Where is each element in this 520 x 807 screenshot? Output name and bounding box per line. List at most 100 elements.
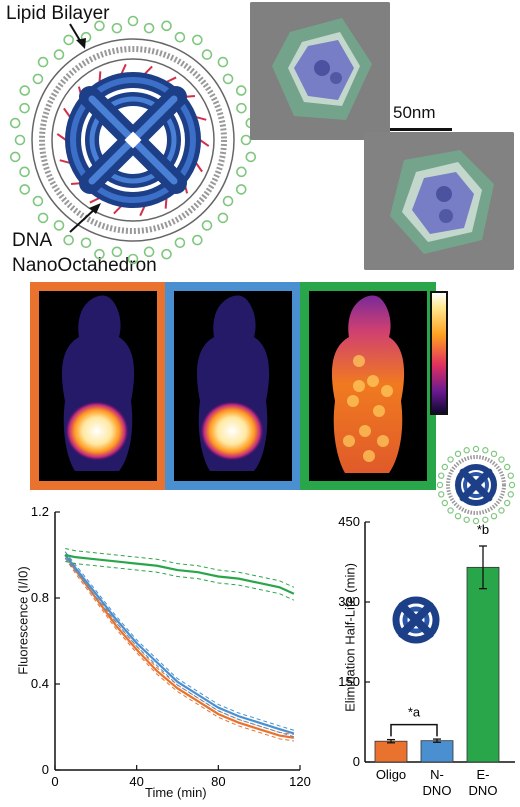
lipid-particle bbox=[222, 73, 234, 85]
hot-spot bbox=[347, 395, 359, 407]
y-tick-label: 450 bbox=[338, 514, 360, 529]
lipid-particle bbox=[19, 166, 30, 178]
lipid-particle bbox=[201, 49, 213, 60]
mini-particle bbox=[498, 456, 505, 463]
category-label: E- bbox=[477, 767, 490, 782]
lipid-particle bbox=[217, 56, 229, 68]
mini-particle bbox=[438, 491, 445, 498]
mini-particle bbox=[454, 512, 462, 520]
mouse-panel-oligo bbox=[30, 282, 166, 490]
dna-strand bbox=[89, 197, 100, 204]
lipid-particle bbox=[217, 212, 229, 224]
lipid-particle bbox=[192, 34, 203, 46]
mini-particle bbox=[447, 507, 454, 514]
scale-bar-label: 50nm bbox=[393, 103, 436, 122]
dna-strand bbox=[195, 116, 207, 121]
mini-particle bbox=[441, 463, 449, 471]
scale-bar bbox=[390, 128, 452, 131]
lipid-particle bbox=[222, 195, 234, 207]
mini-particle bbox=[436, 481, 444, 489]
series-error-upper bbox=[64, 551, 295, 731]
lipid-particle bbox=[143, 22, 155, 34]
lipid-particle bbox=[80, 237, 92, 249]
lipid-particle bbox=[235, 184, 247, 195]
mouse-panel-e-dno bbox=[300, 282, 436, 490]
lipid-particle bbox=[9, 117, 21, 129]
annotation-b: *b bbox=[477, 522, 489, 537]
hot-spot bbox=[381, 385, 393, 397]
mini-particle bbox=[507, 472, 514, 479]
lipid-particle bbox=[245, 151, 257, 163]
annotation-a: *a bbox=[408, 705, 421, 720]
octahedron-icon bbox=[392, 596, 440, 644]
significance-bracket bbox=[390, 723, 438, 737]
dna-label: DNA bbox=[12, 230, 53, 251]
hot-spot bbox=[363, 450, 375, 462]
category-label: Oligo bbox=[376, 767, 406, 782]
lipid-particle bbox=[111, 246, 123, 258]
hot-spot bbox=[359, 425, 371, 437]
y-tick-label: 1.2 bbox=[31, 504, 49, 519]
lipid-particle bbox=[63, 34, 74, 46]
lipid-particle bbox=[19, 184, 31, 195]
y-tick-label: 0 bbox=[353, 754, 360, 769]
lipid-particle bbox=[19, 85, 31, 96]
color-scale-bar bbox=[430, 291, 448, 415]
dna-strands bbox=[56, 63, 210, 217]
mini-particle bbox=[463, 447, 470, 454]
mini-particle bbox=[490, 450, 498, 458]
lipid-particle bbox=[94, 20, 105, 32]
x-tick-label: 0 bbox=[51, 774, 58, 789]
dna-strand bbox=[56, 133, 67, 141]
lipid-particle bbox=[236, 102, 247, 114]
bar bbox=[466, 566, 500, 763]
mini-particle bbox=[482, 447, 489, 454]
line-chart-ylabel: Fluorescence (I/I0) bbox=[15, 566, 31, 675]
mini-particle bbox=[454, 450, 462, 458]
dna-strand bbox=[195, 162, 203, 173]
mini-particle bbox=[463, 516, 470, 523]
lipid-particle bbox=[9, 151, 21, 163]
lipid-particle bbox=[53, 49, 65, 60]
mini-particle bbox=[482, 516, 489, 523]
hot-spot bbox=[353, 380, 365, 392]
mouse-panel-n-dno bbox=[165, 282, 301, 490]
dna-strand bbox=[139, 205, 146, 217]
mini-particle bbox=[507, 491, 514, 498]
y-tick-label: 0 bbox=[42, 762, 49, 777]
fluorescence-line-chart: 0 0.4 0.8 1.2 0 40 80 120 bbox=[31, 504, 311, 789]
x-tick-label: 40 bbox=[129, 774, 143, 789]
lipid-particle bbox=[94, 248, 105, 260]
line-chart-xlabel: Time (min) bbox=[145, 785, 207, 800]
lipid-particle bbox=[53, 220, 65, 231]
dna-strand bbox=[143, 65, 153, 75]
tem-micrograph-1 bbox=[250, 2, 390, 140]
dna-strand bbox=[98, 71, 102, 83]
x-tick-label: 120 bbox=[289, 774, 311, 789]
lipid-particle bbox=[80, 31, 92, 43]
series-error-lower bbox=[64, 557, 294, 742]
bar-chart-ylabel: Elimination Half-Life (min) bbox=[342, 563, 358, 712]
dna-strand bbox=[199, 139, 210, 147]
mini-particle bbox=[490, 512, 498, 520]
series-error-lower bbox=[65, 560, 295, 601]
mini-particle bbox=[472, 445, 480, 453]
series-error-lower bbox=[64, 557, 295, 738]
y-tick-label: 0.8 bbox=[31, 590, 49, 605]
lipid-particle bbox=[127, 15, 139, 27]
hot-spot bbox=[373, 405, 385, 417]
mini-particle bbox=[508, 481, 516, 489]
series-line bbox=[64, 554, 295, 735]
mini-particle bbox=[503, 463, 511, 471]
category-label: N- bbox=[430, 767, 444, 782]
x-tick-label: 80 bbox=[211, 774, 225, 789]
category-label: DNO bbox=[423, 783, 452, 798]
series-error-upper bbox=[65, 548, 295, 588]
hot-spot bbox=[377, 435, 389, 447]
lipid-particle bbox=[201, 220, 213, 231]
lipid-particle bbox=[14, 134, 26, 146]
mini-particle bbox=[498, 507, 505, 514]
lipid-bilayer-label: Lipid Bilayer bbox=[6, 3, 110, 24]
lipid-particle bbox=[143, 246, 155, 258]
